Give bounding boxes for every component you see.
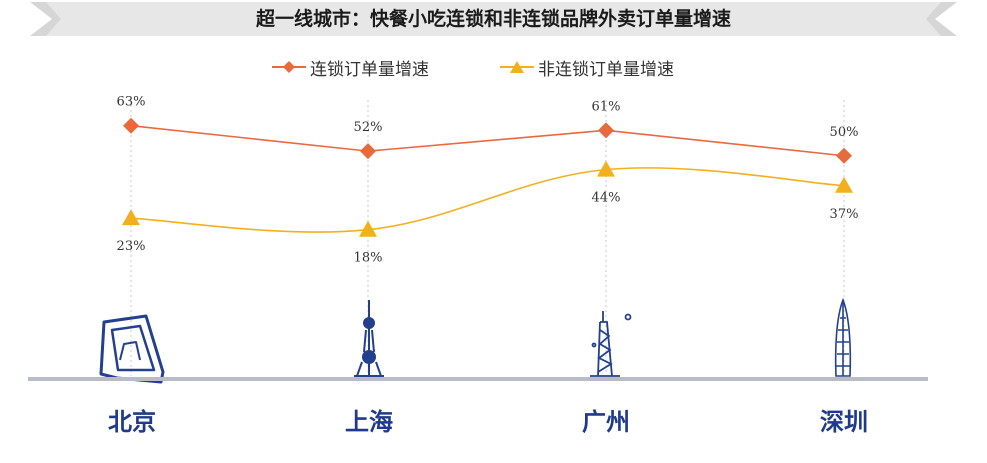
legend: 连锁订单量增速 非连锁订单量增速: [0, 52, 987, 82]
series-0-label-1: 52%: [354, 120, 383, 135]
series-line-0: [130, 124, 845, 157]
city-label-shanghai: 上海: [345, 408, 393, 436]
legend-item-nonchain: 非连锁订单量增速: [500, 52, 674, 82]
legend-label-nonchain: 非连锁订单量增速: [538, 59, 674, 80]
series-1-point-3: [835, 176, 853, 193]
legend-item-chain: 连锁订单量增速: [272, 52, 429, 82]
series-line-1: [130, 167, 845, 233]
series-1-label-2: 44%: [592, 191, 621, 206]
city-label-shenzhen: 深圳: [820, 408, 868, 436]
title-banner: [30, 2, 957, 36]
legend-line-diamond-icon: [272, 61, 306, 73]
ping-an-tower-icon: [834, 297, 852, 377]
city-label-beijing: 北京: [108, 408, 156, 436]
series-1-point-0: [122, 209, 140, 226]
series-0-point-2: [598, 122, 614, 139]
series-1-label-1: 18%: [354, 251, 383, 266]
series-0-point-0: [123, 117, 139, 134]
canton-tower-icon: [590, 311, 632, 377]
chart-title: 超一线城市：快餐小吃连锁和非连锁品牌外卖订单量增速: [255, 8, 731, 30]
legend-line-triangle-icon: [500, 61, 534, 73]
cctv-tower-icon: [99, 314, 165, 384]
city-label-guangzhou: 广州: [582, 408, 630, 436]
series-1-label-3: 37%: [830, 207, 859, 222]
series-0-point-3: [836, 147, 852, 164]
series-0-label-0: 63%: [117, 95, 146, 110]
series-1-label-0: 23%: [117, 239, 146, 254]
series-1-point-2: [597, 160, 615, 177]
series-0-label-2: 61%: [592, 99, 621, 114]
series-0-label-3: 50%: [830, 125, 859, 140]
oriental-pearl-tower-icon: [354, 300, 384, 377]
series-1-point-1: [359, 220, 377, 237]
legend-label-chain: 连锁订单量增速: [310, 59, 429, 80]
series-0-point-1: [360, 143, 376, 160]
